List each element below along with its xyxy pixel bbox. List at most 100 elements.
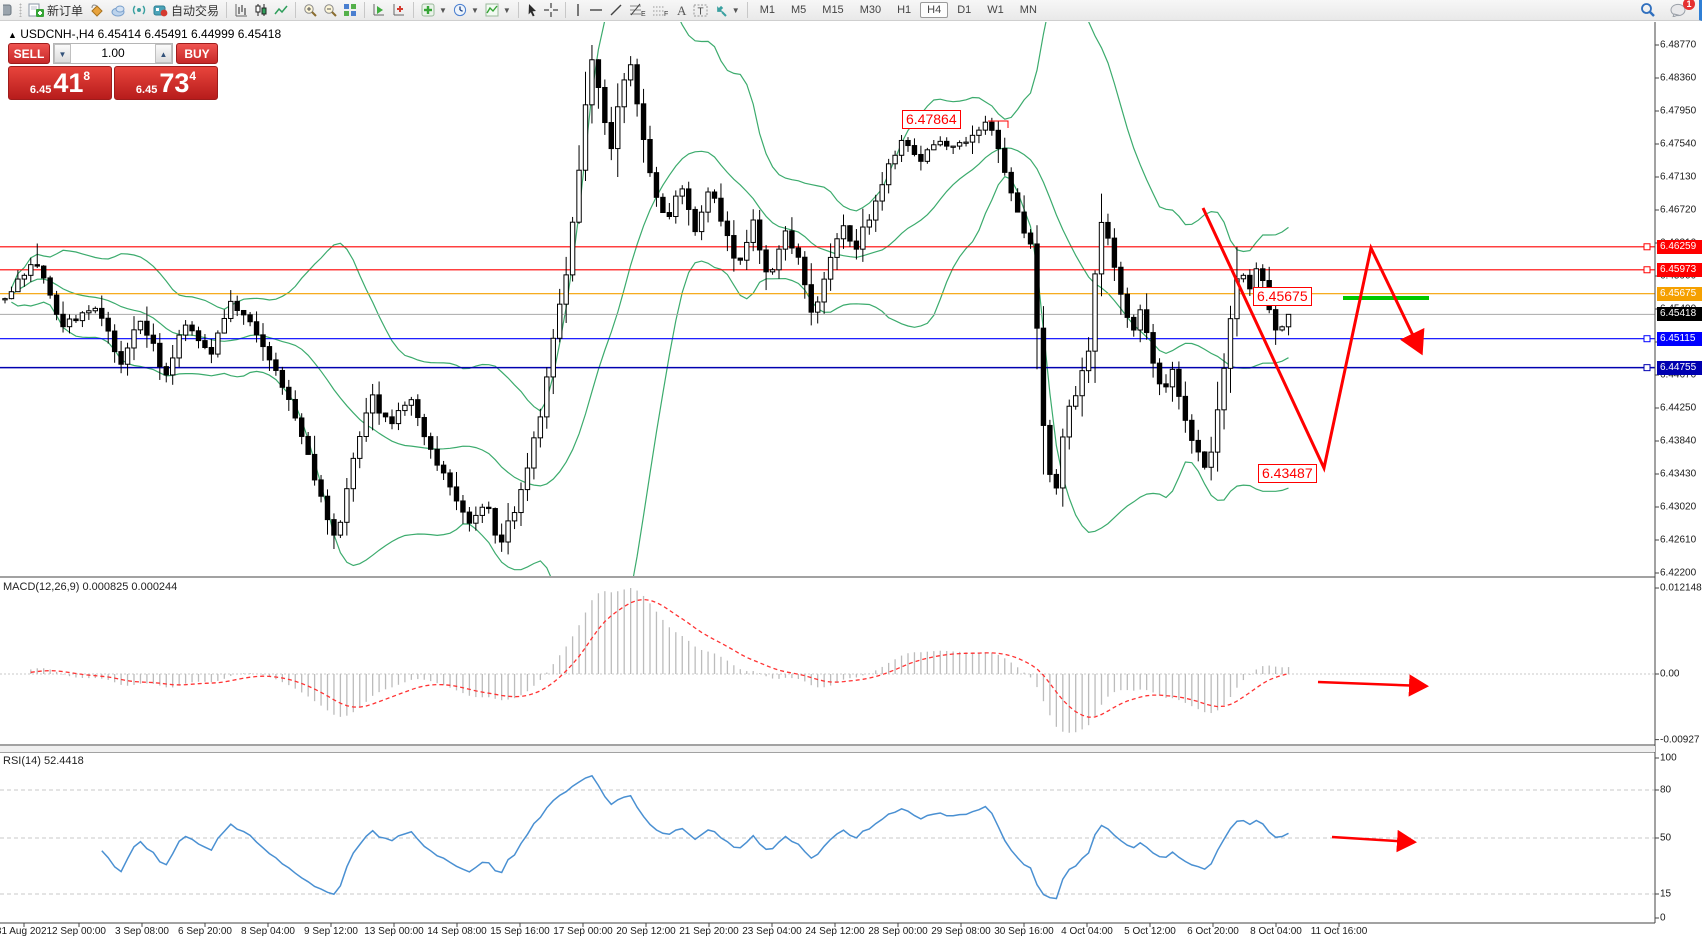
buy-price-prefix: 6.45 [135,84,158,96]
bar-chart-icon[interactable] [231,2,251,18]
search-icon[interactable] [1637,1,1659,19]
price-tag-6.45418[interactable]: 6.45418 [1657,307,1702,322]
chart-area[interactable]: ▲ USDCNH-,H4 6.45414 6.45491 6.44999 6.4… [0,21,1702,940]
price-tag-6.45115[interactable]: 6.45115 [1657,331,1702,346]
candle-body [860,226,866,250]
new-order-button[interactable]: 新订单 [25,1,86,20]
candle-body [840,225,847,240]
volume-decrease-button[interactable]: ▼ [54,44,71,63]
signals-icon[interactable] [129,2,150,18]
indicators-add-button[interactable]: ▼ [418,2,450,18]
buy-price-point: 4 [189,69,197,83]
text-label-tool-icon[interactable]: T [690,2,711,18]
chart-window-icon[interactable] [0,2,16,18]
collapse-arrow-icon[interactable]: ▲ [8,30,17,40]
notifications-button[interactable]: 1 [1667,0,1695,18]
candle-body [395,410,402,425]
text-tool-icon[interactable]: A [672,2,690,18]
buy-price-display[interactable]: 6.45 73 4 [114,66,218,100]
trend-zigzag-arrow[interactable] [1201,207,1425,473]
price-tag-6.44755[interactable]: 6.44755 [1657,360,1702,375]
horizontal-line-tool-icon[interactable] [586,2,606,18]
timeframe-button-D1[interactable]: D1 [957,4,972,16]
tile-windows-icon[interactable] [340,2,360,18]
periods-clock-button[interactable]: ▼ [450,2,482,18]
buy-button[interactable]: BUY [176,43,218,64]
candle-body [1247,274,1253,290]
svg-text:F: F [664,11,668,17]
autotrading-button[interactable]: 自动交易 [150,1,222,20]
timeframe-button-M5[interactable]: M5 [791,4,807,16]
candle-body [950,145,956,148]
svg-text:T: T [697,7,703,18]
timeframe-button-M15[interactable]: M15 [822,4,844,16]
price-tag-6.45973[interactable]: 6.45973 [1657,262,1702,277]
paint-bucket-icon[interactable] [86,2,107,18]
zoom-in-icon[interactable] [300,2,320,18]
line-handle[interactable] [1643,243,1651,251]
time-axis-label: 29 Sep 08:00 [931,926,991,937]
timeframe-toolbar: M1 M5 M15 M30 H1 H4 D1 W1 MN [752,2,1045,18]
bollinger-band-line [11,147,1289,487]
candle-body [118,351,124,365]
timeframe-button-H4[interactable]: H4 [920,2,949,18]
zoom-out-icon[interactable] [320,2,340,18]
panel-splitter[interactable] [0,746,1655,752]
vertical-line-tool-icon[interactable] [570,2,586,18]
volume-increase-button[interactable]: ▲ [155,44,172,63]
timeframe-button-MN[interactable]: MN [1019,4,1037,16]
price-tag-6.46259[interactable]: 6.46259 [1657,239,1702,254]
line-handle[interactable] [1643,266,1651,274]
candlestick-chart-icon[interactable] [251,2,271,18]
mql5-cloud-icon[interactable] [107,3,129,18]
candle-body [176,334,182,359]
price-axis-label: 6.43430 [1660,468,1697,480]
candle-body [1098,221,1105,275]
candle-body [286,386,292,400]
sell-price-display[interactable]: 6.45 41 8 [8,66,112,100]
sell-button[interactable]: SELL [8,43,50,64]
time-axis-label: 14 Sep 08:00 [427,926,487,937]
trendline-tool-icon[interactable] [606,2,626,18]
timeframe-button-H1[interactable]: H1 [897,4,912,16]
price-tag-6.45675[interactable]: 6.45675 [1657,286,1702,301]
time-axis-label: 24 Sep 12:00 [805,926,865,937]
timeframe-button-M30[interactable]: M30 [859,4,882,16]
macd-trend-arrow[interactable] [1317,674,1429,697]
line-handle[interactable] [1643,335,1651,343]
candle-body [524,467,531,491]
candle-body [1008,171,1014,194]
price-axis-label: 6.46720 [1660,204,1697,216]
candle-body [1150,332,1156,364]
price-annotation-high[interactable]: 6.47864 [902,110,961,129]
price-axis-label: 6.47540 [1660,138,1697,150]
volume-input[interactable]: 1.00 [101,46,125,60]
crosshair-tool-icon[interactable] [541,2,561,18]
timeframe-button-M1[interactable]: M1 [759,4,775,16]
price-annotation-mid[interactable]: 6.45675 [1253,287,1312,306]
fibonacci-fan-tool-icon[interactable]: F [649,2,672,18]
candle-body [563,274,569,305]
line-handle[interactable] [1643,364,1651,372]
price-annotation-low[interactable]: 6.43487 [1258,464,1317,483]
fibonacci-tool-icon[interactable]: E [626,2,649,18]
rsi-trend-arrow[interactable] [1331,829,1417,853]
time-axis-label: 21 Sep 20:00 [679,926,739,937]
strategy-tester-icon[interactable] [369,2,389,18]
cursor-tool-icon[interactable] [523,2,541,18]
candle-body [157,342,163,368]
arrows-tool-button[interactable]: ▼ [711,2,743,18]
candle-body [769,269,776,273]
candle-body [1124,293,1130,318]
macd-axis-label: 0.00 [1660,668,1680,680]
candle-body [486,506,492,510]
symbol-period-label: USDCNH-,H4 [20,27,95,41]
arrows-tool-icon [716,5,727,17]
template-chart-button[interactable]: ▼ [482,2,514,18]
timeframe-button-W1[interactable]: W1 [987,4,1004,16]
new-order-label: 新订单 [47,3,84,18]
candle-body [382,412,389,418]
chart-add-icon[interactable] [389,2,409,18]
price-axis-label: 6.47950 [1660,105,1697,117]
line-chart-icon[interactable] [271,2,291,18]
